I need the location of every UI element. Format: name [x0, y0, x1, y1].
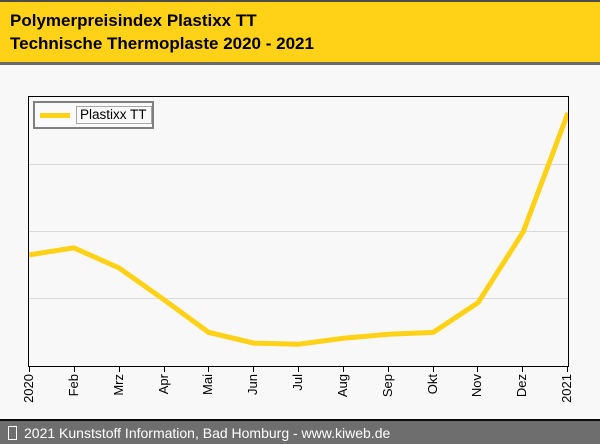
x-axis-tick [29, 367, 30, 372]
gridline [29, 298, 568, 299]
x-axis-label: Okt [424, 374, 440, 395]
legend-box: Plastixx TT [33, 101, 154, 129]
window-top-border [0, 0, 600, 2]
x-axis-label: 2020 [21, 374, 36, 403]
page-title-line2: Technische Thermoplaste 2020 - 2021 [10, 34, 314, 53]
x-axis-tick [477, 367, 479, 372]
x-axis-tick [253, 367, 255, 372]
x-axis-label: Dez [514, 374, 530, 398]
x-axis-tick [163, 367, 165, 372]
x-axis-tick [432, 367, 434, 372]
plot-area [28, 96, 569, 367]
missing-glyph-icon [8, 425, 17, 440]
gridline [29, 231, 568, 232]
footer-copyright-text: 2021 Kunststoff Information, Bad Homburg… [24, 424, 391, 441]
x-axis-tick [298, 367, 299, 372]
x-axis-label: Sep [379, 374, 395, 398]
x-axis-tick [522, 367, 524, 372]
chart-title-banner: Polymerpreisindex Plastixx TT Technische… [0, 2, 600, 65]
x-axis-label: Jun [245, 374, 261, 395]
yellow-line-swatch-icon [40, 112, 70, 118]
series-chart [29, 111, 568, 347]
x-axis-label: Aug [334, 374, 350, 398]
footer-bar: 2021 Kunststoff Information, Bad Homburg… [0, 419, 600, 444]
x-axis-tick [73, 367, 75, 372]
x-axis-label: Feb [65, 374, 81, 397]
x-axis-tick [387, 367, 389, 372]
legend-label: Plastixx TT [76, 106, 152, 124]
x-axis-label: Nov [469, 374, 485, 398]
x-axis-label: 2021 [559, 374, 574, 403]
x-axis-label: Apr [155, 374, 171, 395]
x-axis-label: Jul [290, 374, 305, 391]
plastixx-tt-line [29, 111, 568, 347]
x-axis-tick [208, 367, 210, 372]
x-axis-label: Mai [200, 374, 216, 395]
page-title-line1: Polymerpreisindex Plastixx TT [10, 11, 257, 30]
x-axis-label: Mrz [110, 374, 126, 396]
gridline [29, 164, 568, 165]
x-axis-tick [118, 367, 120, 372]
x-axis-tick [342, 367, 344, 372]
x-axis-tick [567, 367, 568, 372]
